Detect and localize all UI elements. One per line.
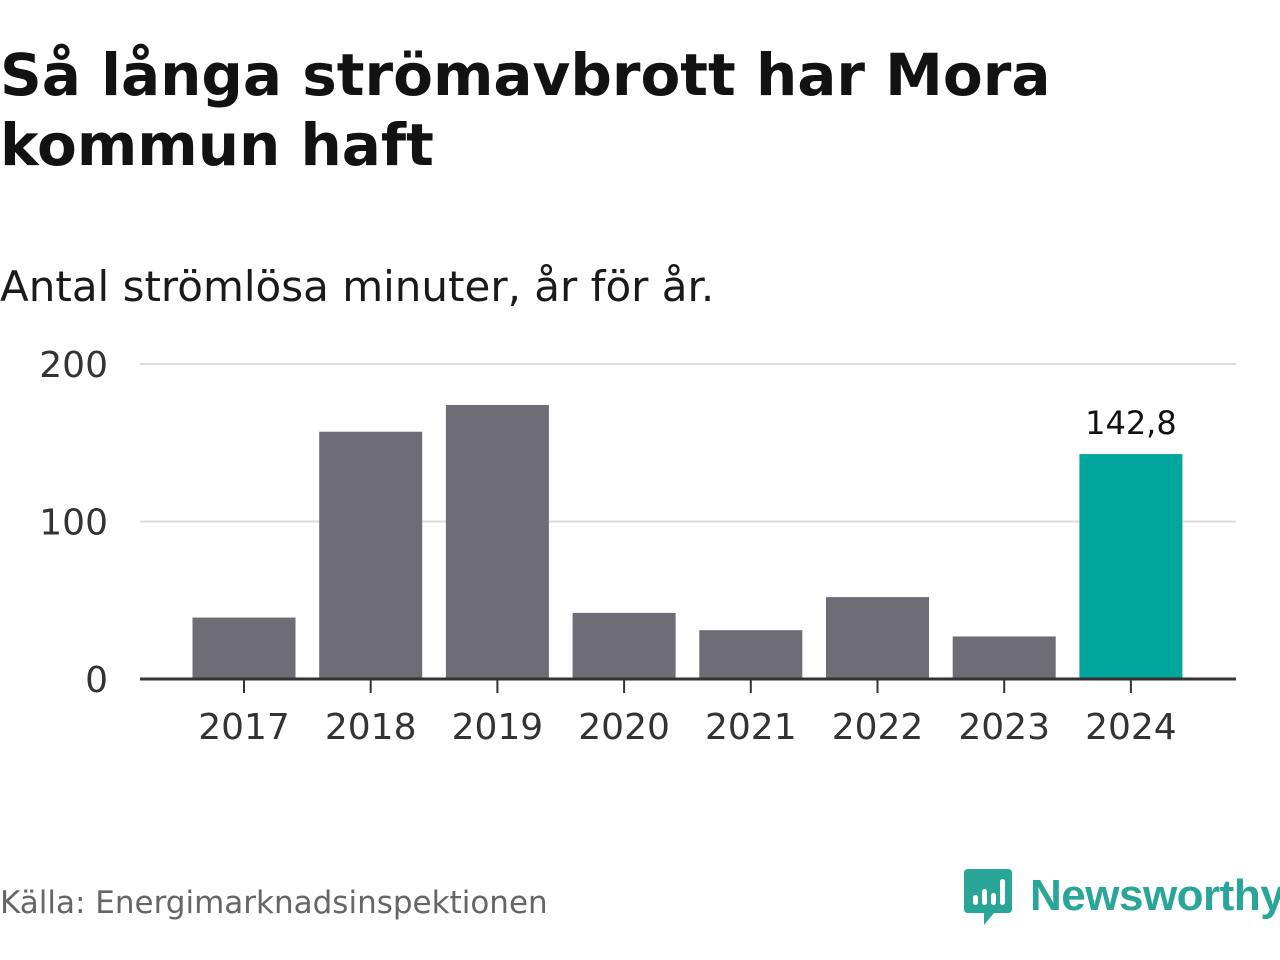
x-tick-label: 2017	[198, 707, 290, 748]
y-tick-label: 100	[39, 503, 108, 544]
x-tick-label: 2021	[705, 707, 797, 748]
x-tick-label: 2024	[1085, 707, 1177, 748]
bar	[1079, 454, 1183, 679]
bar	[699, 630, 803, 679]
x-tick-label: 2020	[578, 707, 670, 748]
chart-title: Så långa strömavbrott har Mora kommun ha…	[0, 41, 1051, 179]
newsworthy-logo: Newsworthy	[962, 864, 1280, 928]
bar-chart: 0 100 200 2017 2018 2019 2020 2021 2022 2023 2024 1…	[39, 345, 1236, 748]
x-tick-label: 2023	[958, 707, 1050, 748]
source-note: Källa: Energimarknadsinspektionen	[0, 885, 548, 921]
x-tick-label: 2022	[832, 707, 924, 748]
data-label: 142,8	[1085, 404, 1177, 442]
bar	[319, 431, 423, 679]
bar	[192, 617, 296, 679]
y-tick-label: 0	[85, 660, 108, 701]
newsworthy-logo-icon	[964, 869, 1012, 925]
bar	[952, 636, 1056, 679]
bar	[826, 597, 929, 679]
y-tick-label: 200	[39, 345, 108, 386]
bar	[572, 612, 676, 679]
logo-text: Newsworthy	[1030, 871, 1280, 920]
bar	[445, 404, 549, 679]
chart-subtitle: Antal strömlösa minuter, år för år.	[0, 262, 715, 311]
x-tick-label: 2018	[325, 707, 417, 748]
x-tick-label: 2019	[452, 707, 544, 748]
